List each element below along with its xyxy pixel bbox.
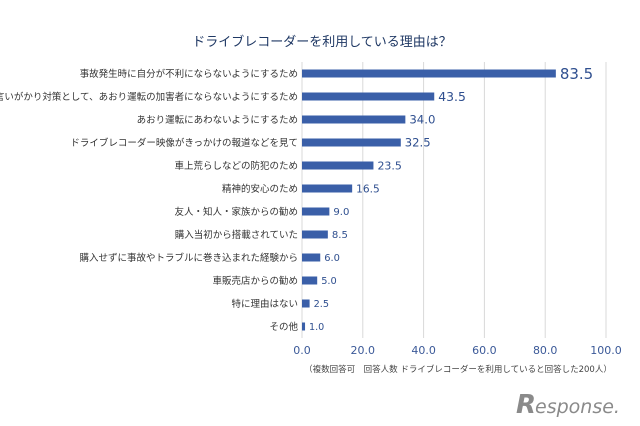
category-label: ドライブレコーダー映像がきっかけの報道などを見て bbox=[70, 137, 298, 149]
category-label: 購入当初から搭載されていた bbox=[175, 229, 298, 241]
bar bbox=[302, 69, 556, 78]
category-label: 車販売店からの勧め bbox=[212, 275, 298, 287]
x-tick-label: 60.0 bbox=[472, 344, 497, 357]
bar bbox=[302, 184, 353, 193]
bar bbox=[302, 322, 306, 331]
chart-note: （複数回答可 回答人数 ドライブレコーダーを利用していると回答した200人） bbox=[304, 364, 612, 375]
value-label: 43.5 bbox=[438, 89, 466, 104]
value-label: 16.5 bbox=[356, 183, 380, 195]
value-label: 9.0 bbox=[333, 207, 349, 218]
category-label: 事故発生時に自分が不利にならないようにするため bbox=[80, 68, 298, 80]
category-label: あおり運転にあわないようにするため bbox=[137, 115, 298, 126]
value-label: 6.0 bbox=[324, 253, 340, 264]
category-label: 購入せずに事故やトラブルに巻き込まれた経験から bbox=[79, 252, 298, 264]
value-label: 8.5 bbox=[332, 230, 348, 241]
x-tick-labels: 0.0 20.0 40.0 60.0 80.0 100.0 bbox=[293, 344, 622, 357]
category-label: その他 bbox=[269, 321, 298, 333]
bar bbox=[302, 92, 435, 101]
value-labels: 83.5 43.534.0 32.523.5 16.5 9.0 8.5 6.0 5.0 2.5 1… bbox=[309, 65, 593, 333]
value-label: 34.0 bbox=[409, 113, 435, 127]
category-label: 特に理由はない bbox=[231, 298, 298, 310]
value-label: 2.5 bbox=[314, 299, 329, 310]
bar bbox=[302, 299, 310, 308]
x-tick-label: 0.0 bbox=[293, 344, 311, 357]
value-label: 83.5 bbox=[560, 65, 593, 83]
gridlines bbox=[301, 62, 607, 338]
value-label: 23.5 bbox=[377, 159, 402, 172]
value-label: 1.0 bbox=[309, 322, 324, 333]
bar bbox=[302, 115, 406, 124]
bar bbox=[302, 253, 321, 262]
x-tick-label: 80.0 bbox=[533, 344, 558, 357]
logo-r-glyph: R bbox=[516, 390, 536, 420]
x-tick-label: 40.0 bbox=[411, 344, 436, 357]
category-labels: 事故発生時に自分が不利にならないようにするため言いがかり対策として、あおり運転の… bbox=[0, 68, 298, 333]
bar bbox=[302, 207, 330, 216]
logo-wordmark: esponse. bbox=[535, 396, 620, 418]
value-label: 32.5 bbox=[405, 136, 431, 150]
category-label: 精神的安心のため bbox=[222, 183, 298, 195]
response-logo: R esponse. bbox=[516, 390, 620, 420]
chart-title: ドライブレコーダーを利用している理由は？ bbox=[192, 34, 452, 50]
category-label: 車上荒らしなどの防犯のため bbox=[174, 160, 298, 172]
x-tick-label: 100.0 bbox=[590, 344, 622, 357]
bar bbox=[302, 161, 374, 170]
bars bbox=[302, 69, 556, 331]
category-label: 友人・知人・家族からの勧め bbox=[174, 206, 298, 218]
value-label: 5.0 bbox=[321, 276, 337, 287]
bar bbox=[302, 230, 328, 239]
bar bbox=[302, 276, 318, 285]
bar bbox=[302, 138, 401, 147]
x-tick-label: 20.0 bbox=[351, 344, 376, 357]
category-label: 言いがかり対策として、あおり運転の加害者にならないようにするため bbox=[0, 91, 298, 103]
